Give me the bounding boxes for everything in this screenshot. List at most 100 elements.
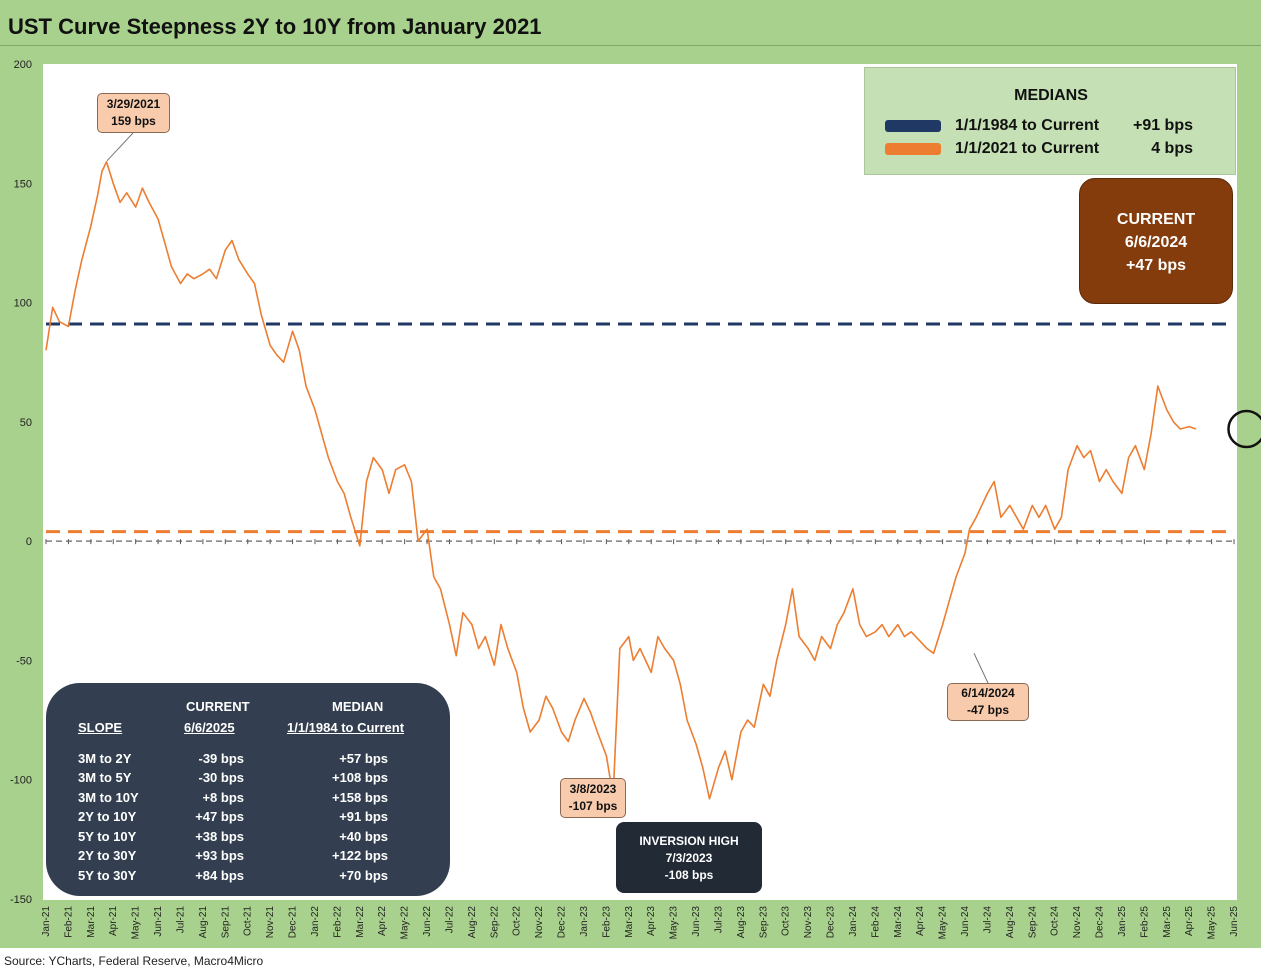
slope-row-current: +93 bps xyxy=(195,848,244,863)
slope-row-median: +70 bps xyxy=(339,868,388,883)
x-tick-label: Aug-22 xyxy=(467,906,478,939)
x-tick-label: May-25 xyxy=(1207,906,1218,940)
x-tick-label: Jul-21 xyxy=(175,906,186,934)
x-tick-label: Apr-23 xyxy=(646,906,657,936)
slope-row-label: 3M to 10Y xyxy=(78,790,139,805)
medians-title: MEDIANS xyxy=(1014,87,1088,104)
current-box-date: 6/6/2024 xyxy=(1124,234,1188,251)
x-tick-label: Jan-25 xyxy=(1117,906,1128,937)
current-box-value: +47 bps xyxy=(1125,257,1187,274)
x-tick-label: Mar-24 xyxy=(893,906,904,938)
jun2024-callout-date: 6/14/2024 xyxy=(961,686,1015,700)
x-tick-label: Jun-24 xyxy=(960,906,971,937)
x-tick-label: Dec-21 xyxy=(288,906,299,939)
y-tick-label: 50 xyxy=(20,417,32,429)
slope-table-header-current-date: 6/6/2025 xyxy=(184,720,235,735)
x-tick-label: Mar-21 xyxy=(86,906,97,938)
peak-leader-line xyxy=(106,132,134,162)
current-box-title: CURRENT xyxy=(1116,211,1196,228)
inversion-box-date: 7/3/2023 xyxy=(665,851,713,865)
x-tick-label: Sep-22 xyxy=(489,906,500,939)
slope-table: CURRENT MEDIAN SLOPE 6/6/2025 1/1/1984 t… xyxy=(46,683,450,896)
medians-legend: MEDIANS 1/1/1984 to Current +91 bps 1/1/… xyxy=(864,67,1236,175)
jun2024-callout-value: -47 bps xyxy=(966,703,1009,717)
y-tick-label: 100 xyxy=(14,298,32,310)
x-tick-label: Jun-21 xyxy=(153,906,164,937)
x-tick-label: Aug-21 xyxy=(198,906,209,939)
x-tick-label: Sep-24 xyxy=(1027,906,1038,939)
source-note: Source: YCharts, Federal Reserve, Macro4… xyxy=(4,954,264,968)
slope-row-median: +40 bps xyxy=(339,829,388,844)
inversion-box-value: -108 bps xyxy=(664,868,714,882)
slope-row-current: +8 bps xyxy=(202,790,244,805)
x-tick-label: Jun-25 xyxy=(1229,906,1240,937)
chart-svg: 200 150 100 50 0 -50 -100 -150 Jan-21 Feb-21 Mar-… xyxy=(10,59,1261,940)
x-tick-label: Nov-22 xyxy=(534,906,545,939)
x-tick-label: Jan-23 xyxy=(579,906,590,937)
y-tick-label: -150 xyxy=(10,894,32,906)
x-tick-label: Feb-24 xyxy=(870,906,881,938)
x-tick-label: Oct-22 xyxy=(512,906,523,936)
x-tick-label: Jun-23 xyxy=(691,906,702,937)
x-tick-label: Jan-22 xyxy=(310,906,321,937)
x-tick-label: Feb-21 xyxy=(63,906,74,938)
x-tick-label: Feb-23 xyxy=(601,906,612,938)
y-tick-label: 150 xyxy=(14,178,32,190)
median-1984-value: +91 bps xyxy=(1132,117,1193,134)
slope-row-current: +47 bps xyxy=(195,809,244,824)
median-2021-swatch xyxy=(885,143,941,155)
y-tick-label: 200 xyxy=(14,59,32,71)
mar2023-callout-value: -107 bps xyxy=(568,799,618,813)
slope-row-label: 5Y to 10Y xyxy=(78,829,137,844)
slope-row-current: +38 bps xyxy=(195,829,244,844)
x-tick-label: Feb-25 xyxy=(1139,906,1150,938)
x-tick-label: Nov-24 xyxy=(1072,906,1083,939)
x-tick-label: May-24 xyxy=(938,906,949,940)
jun2024-leader-line xyxy=(973,653,989,684)
peak-callout: 3/29/2021 159 bps xyxy=(97,93,170,133)
x-tick-label: Mar-23 xyxy=(624,906,635,938)
slope-table-header-median: MEDIAN xyxy=(332,699,384,714)
current-value-box: CURRENT 6/6/2024 +47 bps xyxy=(1079,178,1233,304)
x-tick-label: Jul-22 xyxy=(444,906,455,934)
peak-callout-value: 159 bps xyxy=(111,114,156,128)
slope-row-label: 3M to 5Y xyxy=(78,770,132,785)
title-divider xyxy=(0,45,1261,46)
x-tick-label: Feb-22 xyxy=(332,906,343,938)
y-tick-label: 0 xyxy=(26,536,32,548)
x-tick-label: Dec-24 xyxy=(1095,906,1106,939)
inversion-high-box: INVERSION HIGH 7/3/2023 -108 bps xyxy=(616,822,762,893)
mar2023-callout: 3/8/2023 -107 bps xyxy=(560,778,626,818)
x-tick-label: Oct-24 xyxy=(1050,906,1061,936)
slope-row-median: +108 bps xyxy=(331,770,388,785)
x-tick-label: Oct-23 xyxy=(781,906,792,936)
x-tick-label: Apr-22 xyxy=(377,906,388,936)
slope-row-current: +84 bps xyxy=(195,868,244,883)
slope-row-label: 3M to 2Y xyxy=(78,751,132,766)
slope-row-median: +91 bps xyxy=(339,809,388,824)
x-tick-label: May-22 xyxy=(400,906,411,940)
x-tick-label: Jan-21 xyxy=(41,906,52,937)
x-tick-label: Aug-24 xyxy=(1005,906,1016,939)
jun2024-callout: 6/14/2024 -47 bps xyxy=(947,683,1029,721)
x-tick-label: Mar-22 xyxy=(355,906,366,938)
x-tick-label: Aug-23 xyxy=(736,906,747,939)
x-tick-label: Dec-23 xyxy=(826,906,837,939)
x-tick-label: Jul-24 xyxy=(982,906,993,934)
x-tick-label: Nov-23 xyxy=(803,906,814,939)
x-tick-label: May-21 xyxy=(131,906,142,940)
y-tick-label: -100 xyxy=(10,775,32,787)
slope-table-header-current: CURRENT xyxy=(186,699,250,714)
chart-title: UST Curve Steepness 2Y to 10Y from Janua… xyxy=(8,14,542,39)
slope-table-header-median-range: 1/1/1984 to Current xyxy=(287,720,405,735)
slope-row-current: -39 bps xyxy=(198,751,244,766)
x-tick-label: Apr-25 xyxy=(1184,906,1195,936)
slope-row-label: 2Y to 30Y xyxy=(78,848,137,863)
current-marker-circle xyxy=(1227,409,1261,449)
x-tick-label: Jul-23 xyxy=(713,906,724,934)
x-tick-label: Dec-22 xyxy=(557,906,568,939)
slope-row-label: 2Y to 10Y xyxy=(78,809,137,824)
x-tick-label: May-23 xyxy=(669,906,680,940)
median-1984-label: 1/1/1984 to Current xyxy=(955,117,1100,134)
x-tick-label: Nov-21 xyxy=(265,906,276,939)
